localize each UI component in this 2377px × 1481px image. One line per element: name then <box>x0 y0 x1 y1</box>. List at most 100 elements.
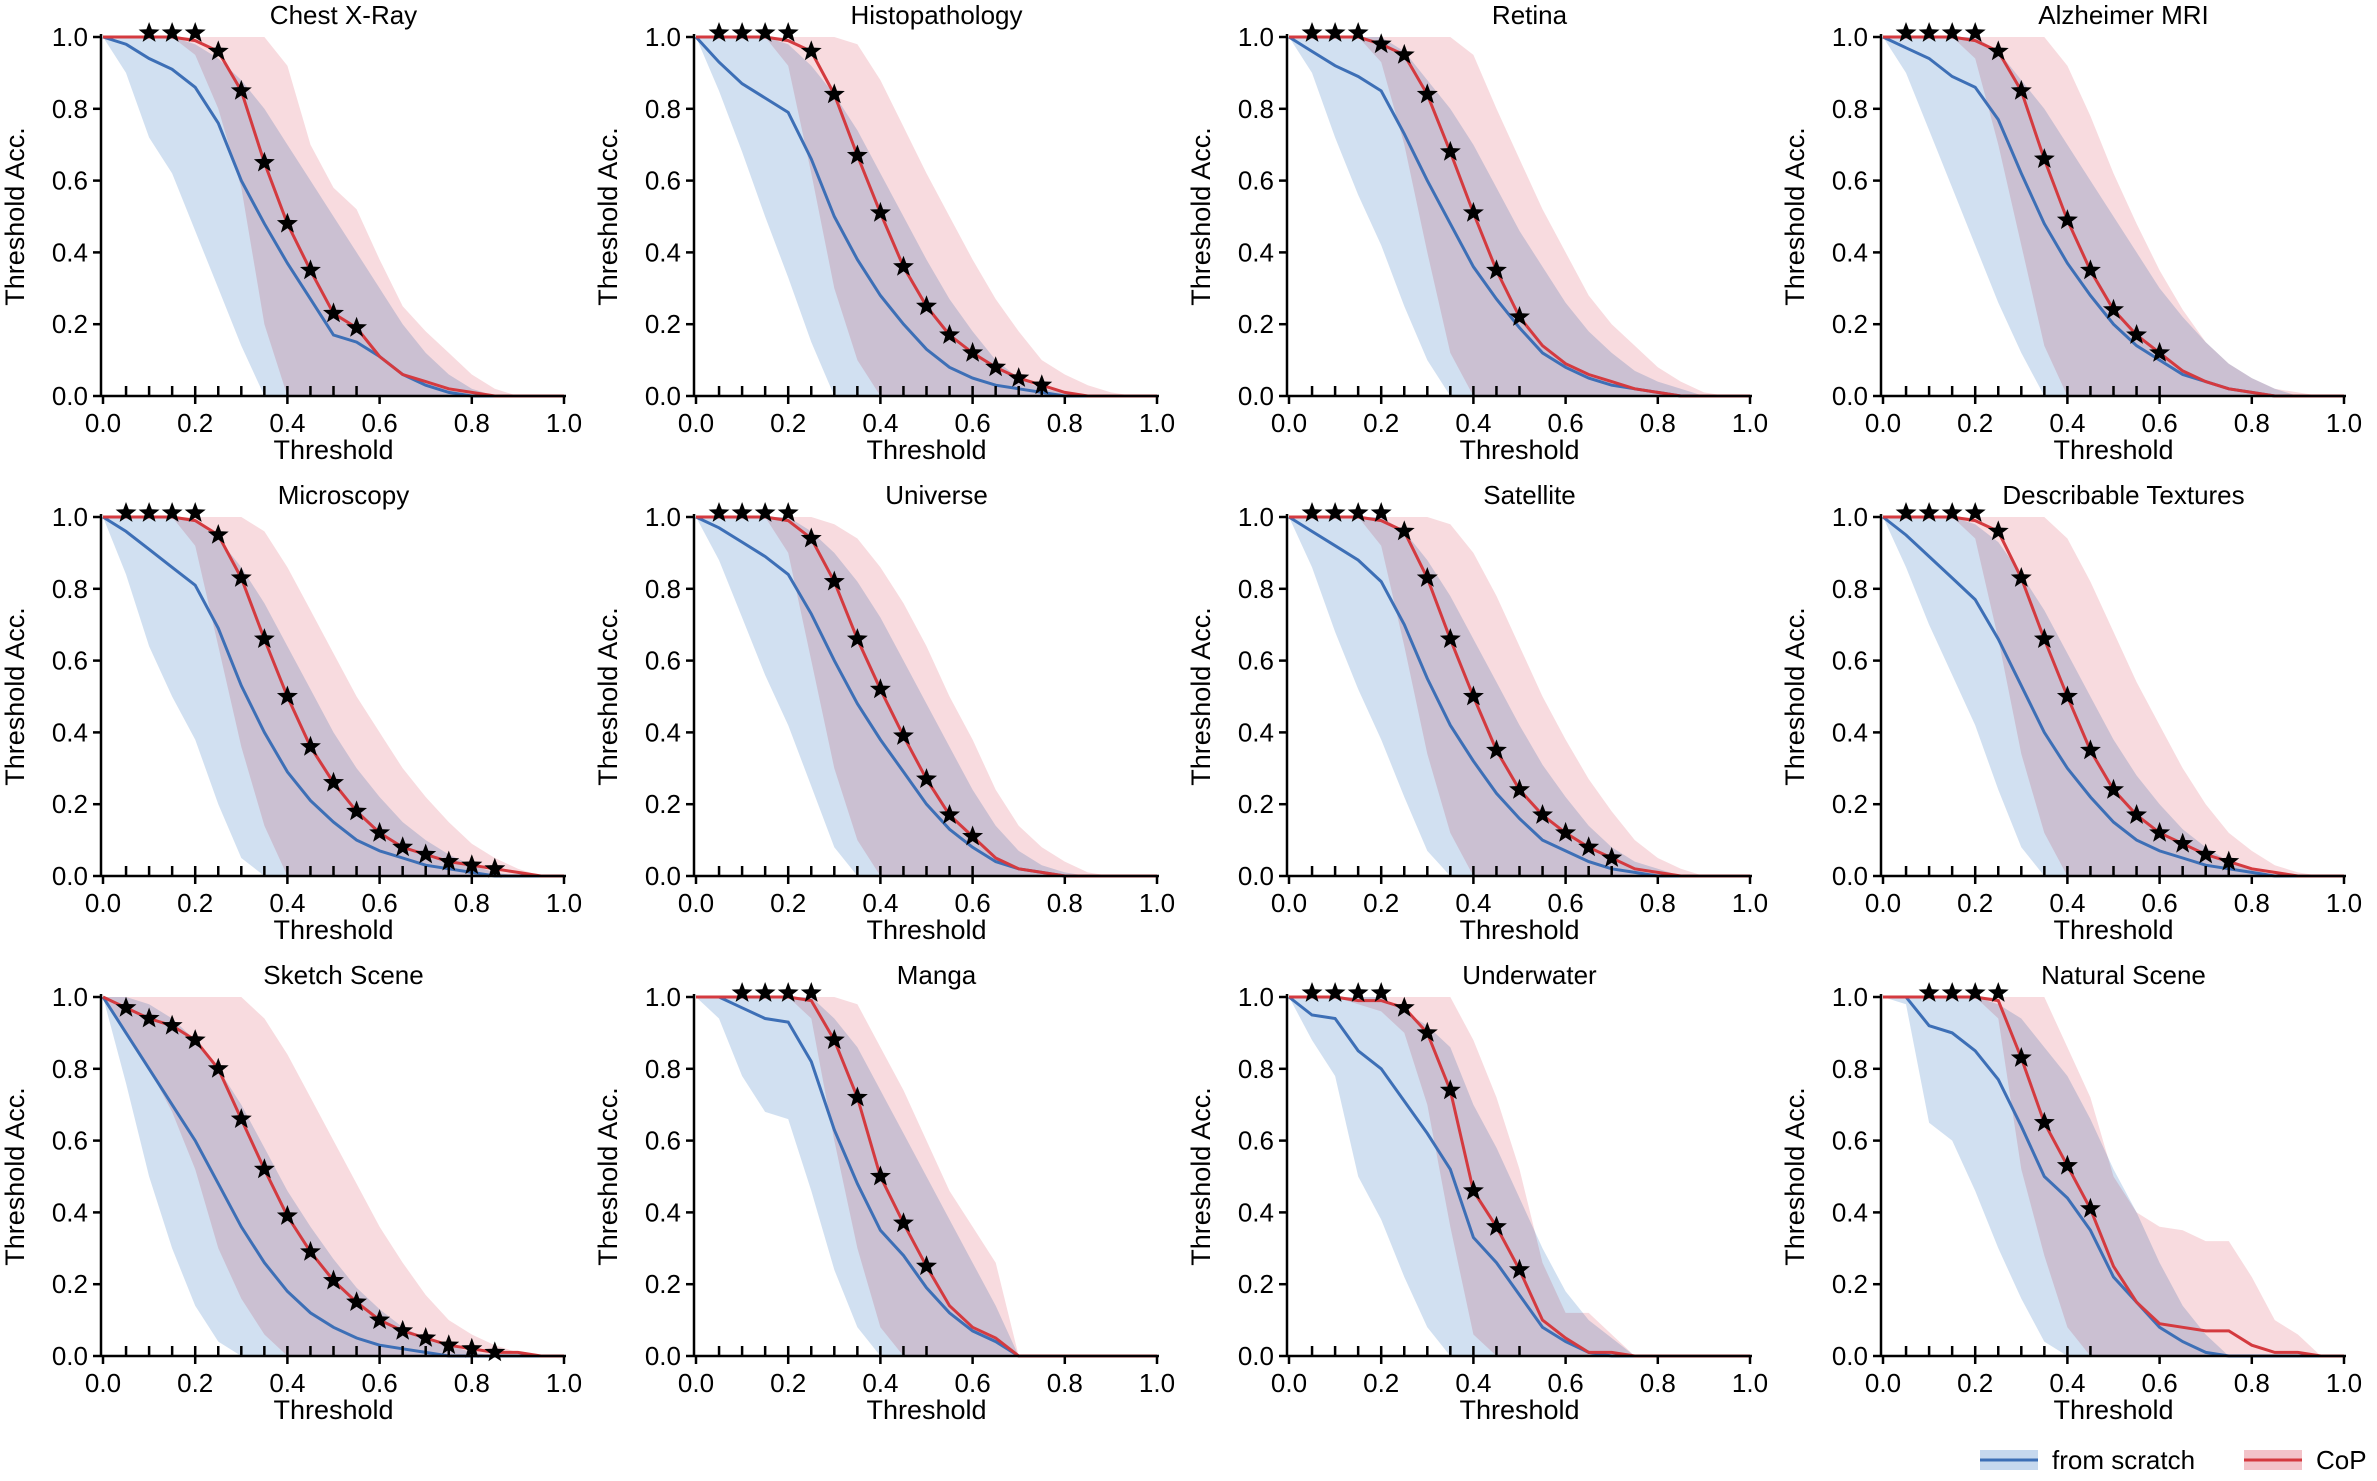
panel-title: Manga <box>897 960 977 990</box>
y-tick-label: 0.0 <box>1238 1341 1274 1371</box>
x-tick-label: 0.8 <box>454 408 490 438</box>
x-tick-label: 0.8 <box>1640 1368 1676 1398</box>
x-tick-label: 0.8 <box>1047 408 1083 438</box>
y-tick-label: 0.8 <box>1238 94 1274 124</box>
significance-star <box>1987 40 2009 61</box>
significance-star <box>823 570 845 591</box>
significance-star <box>438 850 460 871</box>
y-tick-label: 0.0 <box>52 861 88 891</box>
significance-star <box>230 79 252 100</box>
significance-star <box>1964 502 1986 522</box>
significance-star <box>2103 298 2124 319</box>
chart-panel: 0.0 0.2 0.4 0.6 0.8 1.0 0.0 0.2 0.4 0.6 0.8 1.0 Reti… <box>1186 0 1768 465</box>
legend-scratch-label: from scratch <box>2052 1445 2195 1475</box>
x-tick-label: 0.8 <box>1640 888 1676 918</box>
significance-star <box>1370 502 1392 522</box>
y-tick-label: 0.0 <box>645 381 681 411</box>
y-tick-label: 0.8 <box>52 94 88 124</box>
significance-star <box>230 567 252 587</box>
significance-star <box>2033 1111 2055 1132</box>
significance-star <box>207 40 229 61</box>
y-tick-label: 0.8 <box>1832 574 1868 604</box>
y-axis-label: Threshold Acc. <box>1780 607 1810 786</box>
significance-star <box>2149 821 2171 842</box>
x-tick-label: 0.6 <box>955 1368 991 1398</box>
significance-star <box>754 22 776 42</box>
x-tick-label: 1.0 <box>546 408 582 438</box>
panel-title: Histopathology <box>851 0 1023 30</box>
y-tick-label: 0.6 <box>1832 166 1868 196</box>
y-tick-label: 0.2 <box>52 1269 88 1299</box>
scratch-band <box>1289 997 1750 1356</box>
y-tick-label: 0.4 <box>52 237 88 267</box>
x-tick-label: 0.0 <box>85 408 121 438</box>
significance-star <box>1347 982 1369 1002</box>
y-tick-label: 0.2 <box>52 309 88 339</box>
x-tick-label: 1.0 <box>2326 408 2362 438</box>
x-tick-label: 1.0 <box>2326 888 2362 918</box>
y-tick-label: 0.4 <box>1832 1197 1868 1227</box>
significance-star <box>1347 502 1369 522</box>
x-tick-label: 0.2 <box>1957 1368 1993 1398</box>
panel-title: Natural Scene <box>2041 960 2206 990</box>
y-tick-label: 0.4 <box>1238 1197 1274 1227</box>
y-tick-label: 0.2 <box>1832 789 1868 819</box>
significance-star <box>1532 804 1553 824</box>
legend: from scratch CoP <box>1980 1445 2367 1475</box>
x-tick-label: 0.2 <box>770 408 806 438</box>
x-axis-label: Threshold <box>2053 915 2173 945</box>
y-tick-label: 0.2 <box>1832 309 1868 339</box>
significance-star <box>869 678 891 699</box>
x-tick-label: 0.2 <box>1363 1368 1399 1398</box>
chart-panel: 0.0 0.2 0.4 0.6 0.8 1.0 0.0 0.2 0.4 0.6 0.8 1.0 Ches… <box>0 0 582 465</box>
significance-star <box>369 821 391 842</box>
significance-star <box>869 201 891 222</box>
y-tick-label: 0.0 <box>1832 381 1868 411</box>
y-tick-label: 0.2 <box>645 1269 681 1299</box>
significance-star <box>1416 567 1438 587</box>
panel-title: Alzheimer MRI <box>2038 0 2208 30</box>
significance-star <box>184 22 206 42</box>
cop-band <box>1883 37 2344 396</box>
significance-star <box>346 800 367 821</box>
significance-star <box>323 302 344 323</box>
significance-star <box>1439 140 1461 161</box>
x-tick-label: 0.8 <box>1047 1368 1083 1398</box>
significance-star <box>1324 502 1346 522</box>
x-tick-label: 0.2 <box>1363 408 1399 438</box>
x-tick-label: 1.0 <box>546 1368 582 1398</box>
x-tick-label: 0.6 <box>362 1368 398 1398</box>
y-tick-label: 0.0 <box>1238 381 1274 411</box>
significance-star <box>1439 628 1461 648</box>
significance-star <box>731 22 753 42</box>
legend-cop-label: CoP <box>2316 1445 2367 1475</box>
x-axis-label: Threshold <box>866 435 986 465</box>
chart-panels: 0.0 0.2 0.4 0.6 0.8 1.0 0.0 0.2 0.4 0.6 0.8 1.0 Ches… <box>0 0 2362 1425</box>
significance-star <box>1918 22 1940 42</box>
significance-star <box>1393 520 1415 541</box>
y-tick-label: 0.8 <box>52 1054 88 1084</box>
x-tick-label: 0.6 <box>955 888 991 918</box>
y-tick-label: 0.4 <box>645 237 681 267</box>
confidence-bands <box>1289 997 1750 1356</box>
x-tick-label: 0.8 <box>454 888 490 918</box>
x-tick-label: 0.6 <box>1548 408 1584 438</box>
chart-panel: 0.0 0.2 0.4 0.6 0.8 1.0 0.0 0.2 0.4 0.6 0.8 1.0 Sket… <box>0 960 582 1425</box>
significance-star <box>1941 502 1963 522</box>
x-tick-label: 0.0 <box>1865 888 1901 918</box>
y-tick-label: 0.6 <box>1238 166 1274 196</box>
significance-star <box>300 259 321 280</box>
significance-star <box>2010 1047 2032 1067</box>
y-tick-label: 0.0 <box>645 1341 681 1371</box>
y-tick-label: 1.0 <box>1832 502 1868 532</box>
significance-star <box>276 1205 298 1225</box>
significance-star <box>1393 996 1415 1017</box>
x-tick-label: 0.8 <box>1640 408 1676 438</box>
y-tick-label: 1.0 <box>1238 22 1274 52</box>
x-tick-label: 0.0 <box>1271 888 1307 918</box>
significance-star <box>2056 685 2078 706</box>
y-tick-label: 0.6 <box>1832 646 1868 676</box>
cop-band <box>103 37 564 396</box>
x-tick-label: 0.6 <box>362 408 398 438</box>
